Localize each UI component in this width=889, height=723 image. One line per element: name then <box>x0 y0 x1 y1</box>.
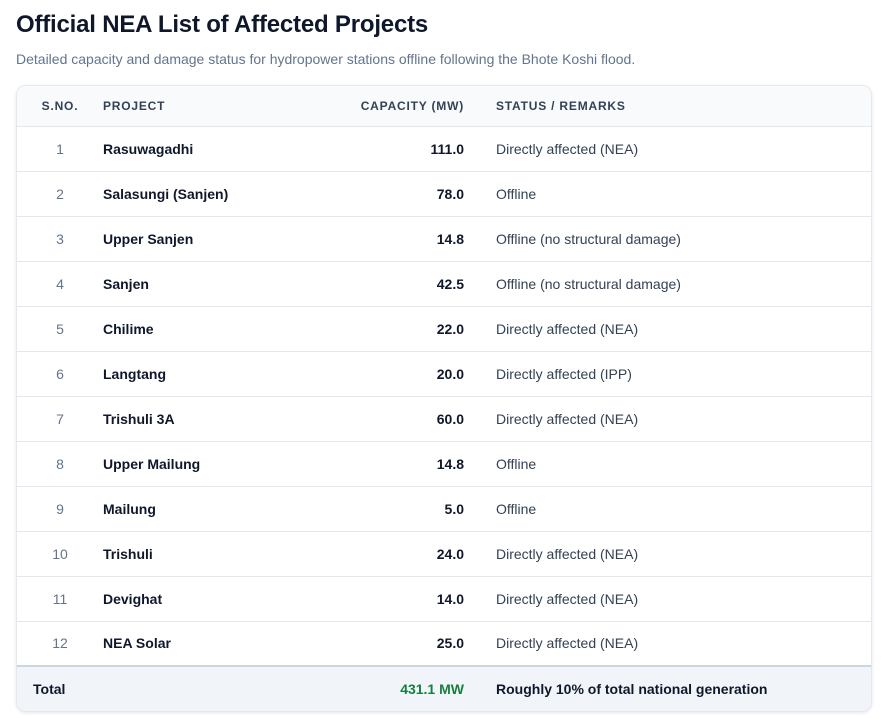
row-status: Offline (no structural damage) <box>474 216 871 262</box>
row-capacity: 22.0 <box>320 306 474 352</box>
table-total-row: Total 431.1 MW Roughly 10% of total nati… <box>17 665 871 711</box>
row-capacity: 78.0 <box>320 171 474 217</box>
row-capacity: 5.0 <box>320 486 474 532</box>
row-sno: 11 <box>17 576 103 622</box>
column-header-project: PROJECT <box>103 86 320 127</box>
row-status: Directly affected (NEA) <box>496 635 639 652</box>
row-project: Sanjen <box>103 261 320 307</box>
affected-projects-table-card: S.NO. PROJECT CAPACITY (MW) STATUS / REM… <box>16 85 872 712</box>
row-status: Directly affected (NEA) <box>474 306 871 352</box>
row-status: Offline <box>474 441 871 487</box>
table-row: 1 Rasuwagadhi 111.0 Directly affected (N… <box>17 126 871 172</box>
total-note: Roughly 10% of total national generation <box>474 665 871 711</box>
row-project: Upper Sanjen <box>103 216 320 262</box>
row-project: Trishuli <box>103 531 320 577</box>
row-status: Directly affected (NEA) <box>474 126 871 172</box>
row-capacity: 14.0 <box>320 576 474 622</box>
row-capacity: 20.0 <box>320 351 474 397</box>
row-status: Offline (no structural damage) <box>474 261 871 307</box>
column-header-capacity: CAPACITY (MW) <box>320 86 474 127</box>
table-row: 9 Mailung 5.0 Offline <box>17 486 871 532</box>
row-capacity: 14.8 <box>320 441 474 487</box>
row-sno: 3 <box>17 216 103 262</box>
row-status: Offline <box>474 486 871 532</box>
row-sno: 7 <box>17 396 103 442</box>
table-row: 4 Sanjen 42.5 Offline (no structural dam… <box>17 261 871 307</box>
row-capacity: 24.0 <box>320 531 474 577</box>
page-title: Official NEA List of Affected Projects <box>16 11 429 38</box>
row-sno: 2 <box>17 171 103 217</box>
row-project: NEA Solar <box>103 635 171 652</box>
row-project: Devighat <box>103 576 320 622</box>
row-project: Chilime <box>103 306 320 352</box>
page-subtitle: Detailed capacity and damage status for … <box>16 51 636 67</box>
row-sno: 5 <box>17 306 103 352</box>
row-status: Offline <box>474 171 871 217</box>
total-capacity: 431.1 MW <box>320 665 474 711</box>
affected-projects-table: S.NO. PROJECT CAPACITY (MW) STATUS / REM… <box>17 86 871 711</box>
row-project: Mailung <box>103 486 320 532</box>
table-row: 6 Langtang 20.0 Directly affected (IPP) <box>17 351 871 397</box>
table-row: 2 Salasungi (Sanjen) 78.0 Offline <box>17 171 871 217</box>
row-status: Directly affected (NEA) <box>474 576 871 622</box>
row-status: Directly affected (IPP) <box>474 351 871 397</box>
row-sno: 8 <box>17 441 103 487</box>
table-row: 11 Devighat 14.0 Directly affected (NEA) <box>17 576 871 622</box>
row-capacity: 14.8 <box>320 216 474 262</box>
row-sno: 9 <box>17 486 103 532</box>
table-row: 8 Upper Mailung 14.8 Offline <box>17 441 871 487</box>
row-project: Salasungi (Sanjen) <box>103 171 320 217</box>
row-project: Rasuwagadhi <box>103 126 320 172</box>
table-row: 7 Trishuli 3A 60.0 Directly affected (NE… <box>17 396 871 442</box>
total-label: Total <box>17 665 320 711</box>
row-project: Langtang <box>103 351 320 397</box>
row-status: Directly affected (NEA) <box>474 531 871 577</box>
table-row: 12 NEA Solar 25.0 Directly affected (NEA… <box>17 621 871 666</box>
row-sno: 12 <box>52 635 68 652</box>
row-project: Upper Mailung <box>103 441 320 487</box>
table-row: 10 Trishuli 24.0 Directly affected (NEA) <box>17 531 871 577</box>
table-row: 3 Upper Sanjen 14.8 Offline (no structur… <box>17 216 871 262</box>
row-sno: 10 <box>17 531 103 577</box>
row-sno: 1 <box>17 126 103 172</box>
row-capacity: 60.0 <box>320 396 474 442</box>
row-status: Directly affected (NEA) <box>474 396 871 442</box>
column-header-sno: S.NO. <box>17 86 103 127</box>
row-sno: 6 <box>17 351 103 397</box>
row-capacity: 42.5 <box>320 261 474 307</box>
row-capacity: 25.0 <box>436 635 464 652</box>
row-sno: 4 <box>17 261 103 307</box>
row-capacity: 111.0 <box>320 126 474 172</box>
column-header-status: STATUS / REMARKS <box>474 86 871 127</box>
row-project: Trishuli 3A <box>103 396 320 442</box>
table-header-row: S.NO. PROJECT CAPACITY (MW) STATUS / REM… <box>17 86 871 127</box>
table-row: 5 Chilime 22.0 Directly affected (NEA) <box>17 306 871 352</box>
